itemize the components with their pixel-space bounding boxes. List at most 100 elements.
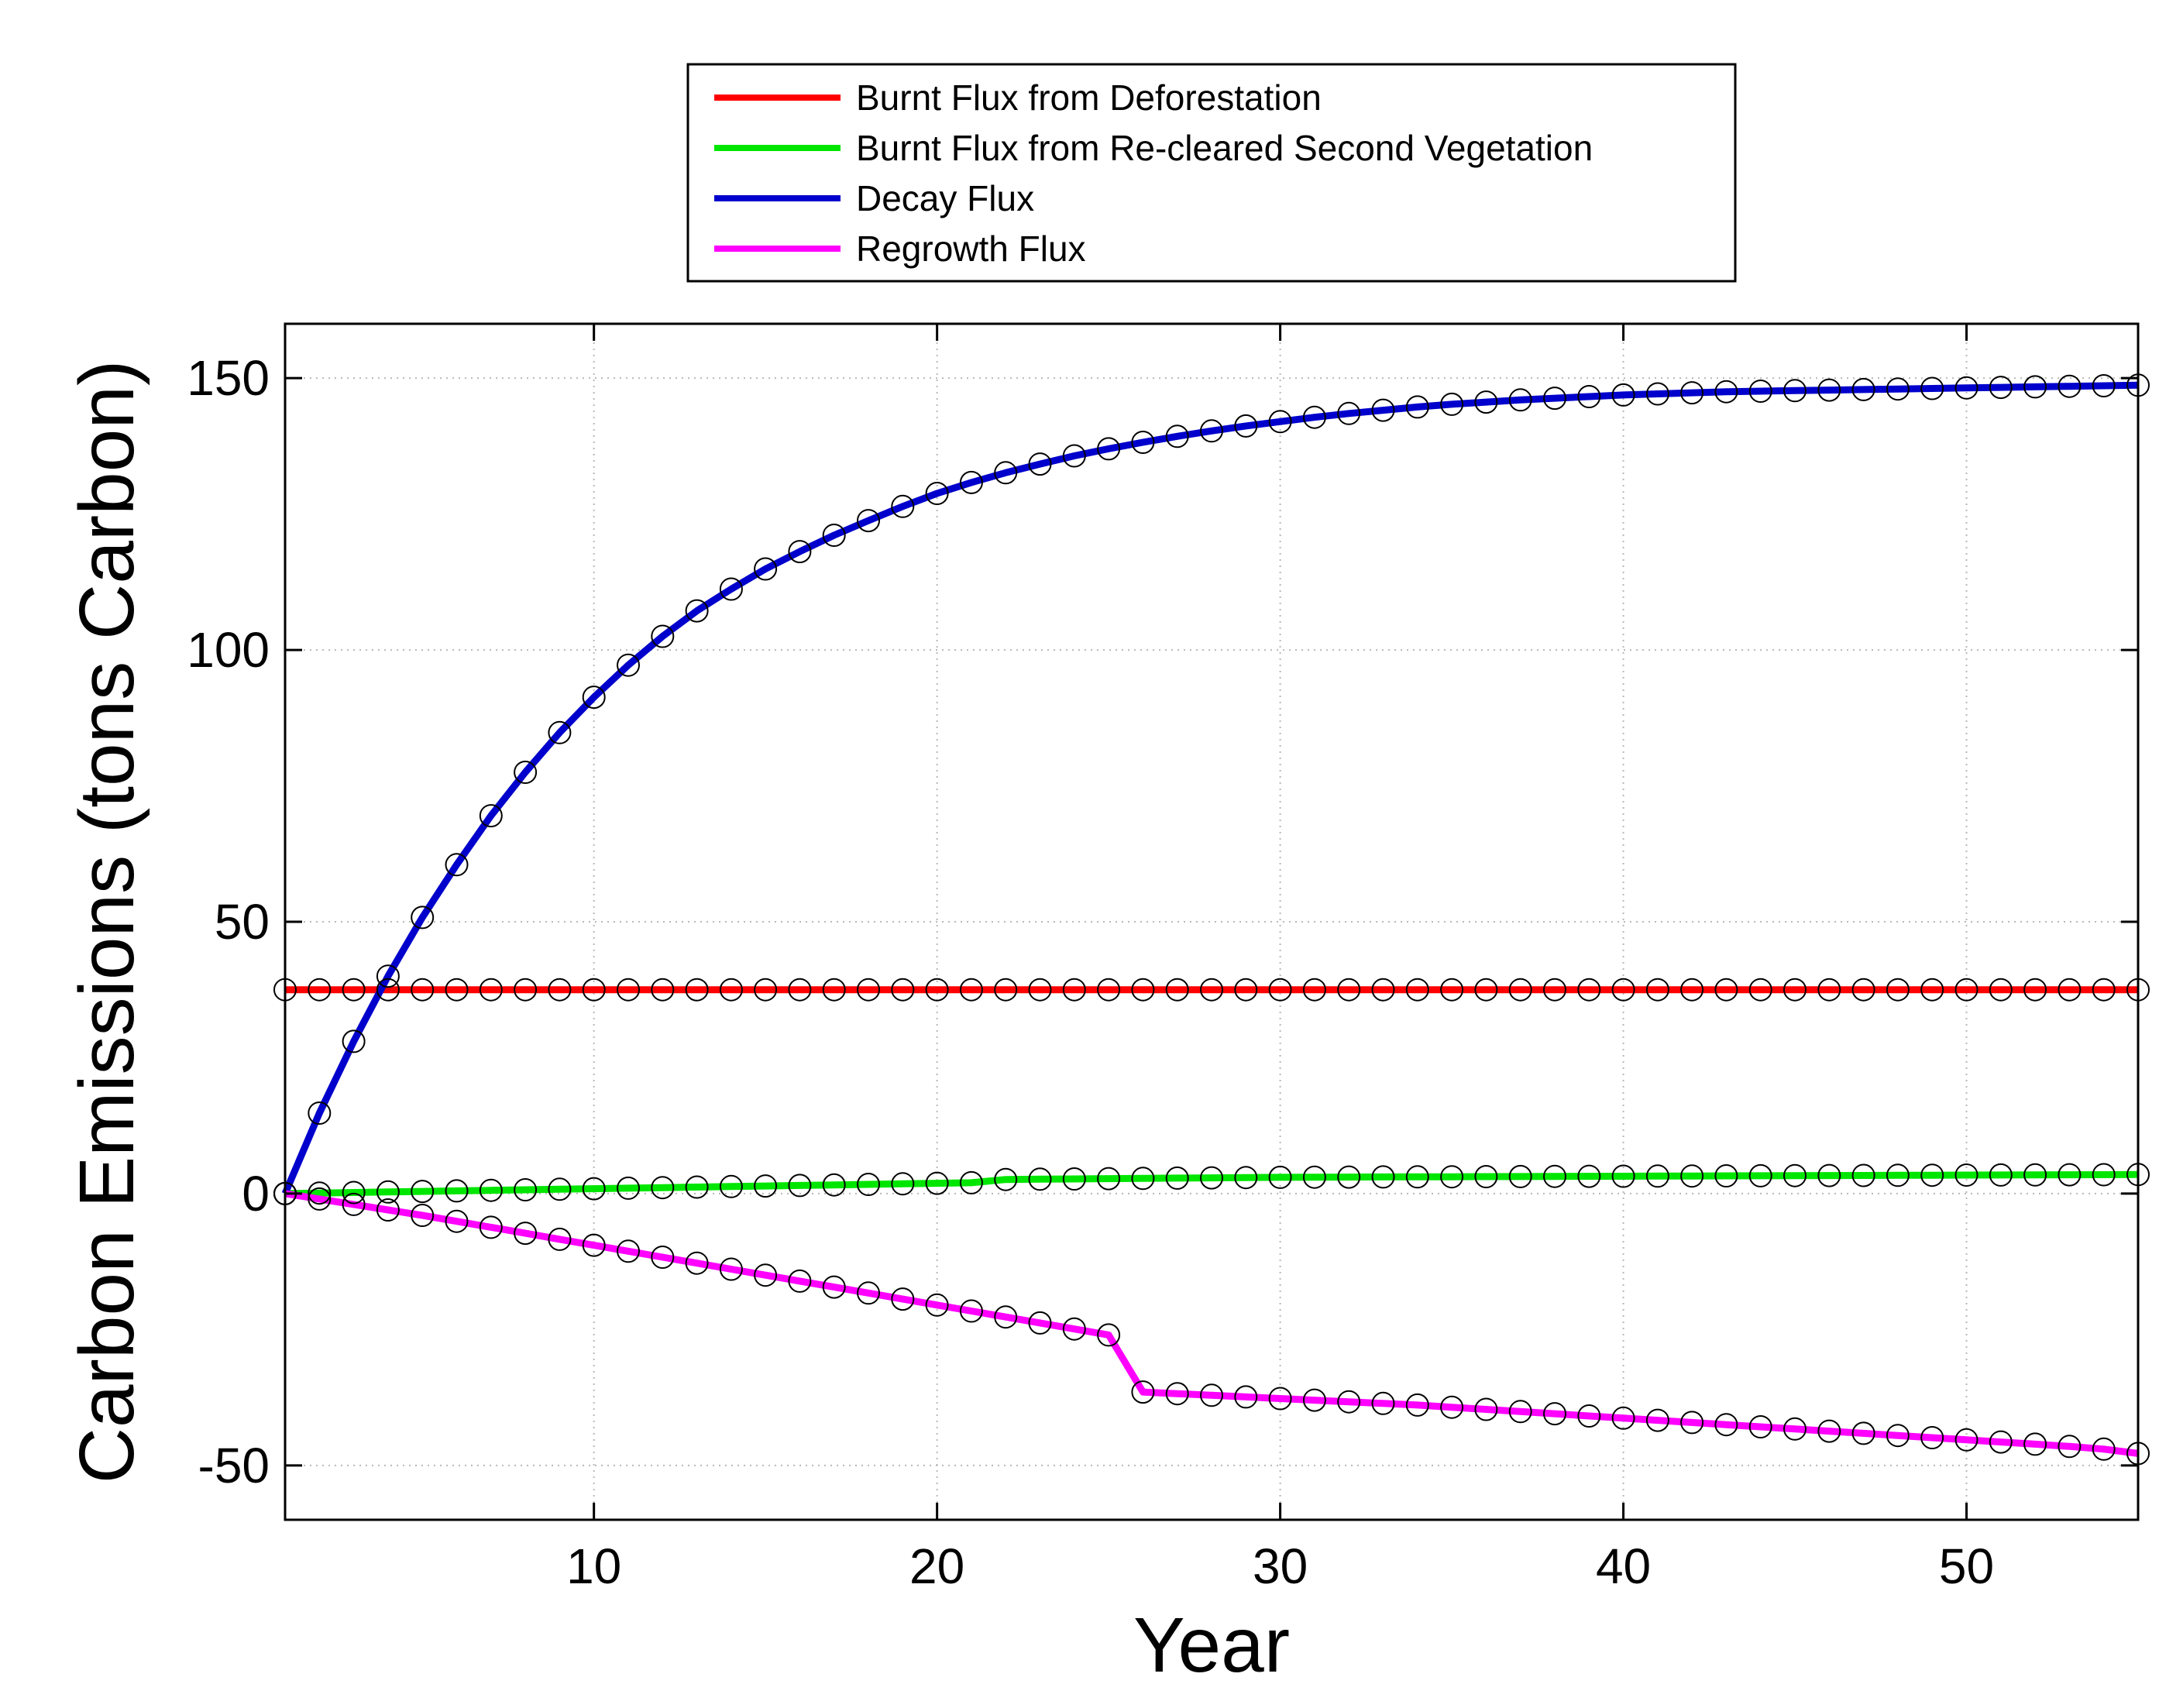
data-point-marker xyxy=(548,978,572,1002)
data-point-marker xyxy=(1234,978,1258,1002)
data-point-marker xyxy=(1886,978,1910,1002)
data-point-marker xyxy=(2058,1435,2082,1459)
data-point-marker xyxy=(445,978,469,1002)
data-point-marker xyxy=(2092,374,2116,397)
data-point-marker xyxy=(308,1101,332,1125)
data-point-marker xyxy=(376,1180,400,1204)
data-point-marker xyxy=(994,1167,1018,1191)
data-point-marker xyxy=(1268,1165,1292,1189)
data-point-marker xyxy=(1131,978,1155,1002)
data-point-marker xyxy=(1508,1400,1532,1424)
data-point-marker xyxy=(1234,1166,1258,1190)
y-tick-label: 150 xyxy=(187,350,270,406)
data-point-marker xyxy=(1440,392,1464,416)
y-axis-title: Carbon Emissions (tons Carbon) xyxy=(64,360,150,1484)
data-point-marker xyxy=(857,978,880,1002)
data-point-marker xyxy=(617,1239,640,1263)
y-tick-label: -50 xyxy=(198,1438,270,1493)
data-point-marker xyxy=(1543,1402,1566,1426)
data-point-marker xyxy=(1028,1311,1052,1335)
series-line-decay xyxy=(281,381,2139,1195)
data-point-marker xyxy=(308,978,332,1002)
data-point-marker xyxy=(1302,1165,1326,1189)
data-point-marker xyxy=(2058,374,2082,398)
data-point-marker xyxy=(1783,379,1807,403)
data-point-marker xyxy=(1062,444,1086,468)
data-point-marker xyxy=(1302,405,1326,429)
data-point-marker xyxy=(1989,1430,2013,1454)
data-point-marker xyxy=(1543,387,1566,411)
data-point-marker xyxy=(1474,1397,1498,1421)
y-tick-label: 100 xyxy=(187,622,270,678)
data-point-marker xyxy=(1920,376,1944,400)
data-point-marker xyxy=(1440,1165,1464,1189)
data-point-marker xyxy=(342,978,366,1002)
data-point-marker xyxy=(925,1171,949,1195)
x-tick-label: 30 xyxy=(1253,1538,1308,1594)
data-point-marker xyxy=(445,853,469,877)
data-point-marker xyxy=(1131,1167,1155,1191)
data-point-marker xyxy=(582,1177,606,1201)
data-point-marker xyxy=(1954,978,1979,1002)
tick-layer: 10 20 30 40 50 -50 0 50 100 150 xyxy=(187,324,2138,1594)
data-point-marker xyxy=(479,978,503,1002)
data-point-marker xyxy=(1062,1167,1086,1191)
data-point-marker xyxy=(754,557,778,581)
data-point-marker xyxy=(2023,1432,2047,1456)
data-point-marker xyxy=(685,1175,709,1199)
data-point-marker xyxy=(651,978,675,1002)
data-point-marker xyxy=(445,1179,469,1203)
data-point-marker xyxy=(582,1233,606,1257)
data-point-marker xyxy=(1748,1163,1772,1187)
data-point-marker xyxy=(1851,377,1875,401)
data-point-marker xyxy=(2092,1437,2116,1461)
y-tick-label: 50 xyxy=(215,894,270,950)
data-point-marker xyxy=(1508,388,1532,412)
data-point-marker xyxy=(651,1176,675,1200)
data-point-marker xyxy=(857,509,880,533)
data-point-marker xyxy=(1234,1385,1258,1409)
data-point-marker xyxy=(1405,1393,1429,1417)
data-point-marker xyxy=(514,978,538,1002)
data-point-marker xyxy=(479,1178,503,1202)
data-point-marker xyxy=(514,1178,538,1201)
data-point-marker xyxy=(1543,1164,1566,1188)
data-point-marker xyxy=(479,1215,503,1239)
data-point-marker xyxy=(342,1180,366,1205)
data-point-marker xyxy=(925,1293,949,1317)
data-point-marker xyxy=(1028,452,1052,476)
data-point-marker xyxy=(1680,1164,1704,1188)
data-point-marker xyxy=(959,470,983,494)
data-point-marker xyxy=(1097,1167,1121,1191)
data-point-marker xyxy=(1817,1163,1841,1187)
data-point-marker xyxy=(1131,1380,1155,1404)
data-point-marker xyxy=(994,1305,1018,1329)
legend-label-recleared: Burnt Flux from Re-cleared Second Vegeta… xyxy=(856,128,1593,168)
data-point-marker xyxy=(754,1263,778,1287)
data-point-marker xyxy=(1097,1323,1121,1347)
data-point-marker xyxy=(788,1174,812,1198)
data-point-marker xyxy=(1611,978,1635,1002)
data-point-marker xyxy=(788,978,812,1002)
data-point-marker xyxy=(651,624,675,648)
data-point-marker xyxy=(788,1269,812,1293)
data-point-marker xyxy=(685,978,709,1002)
data-point-marker xyxy=(514,761,538,784)
data-point-marker xyxy=(479,804,503,828)
data-point-marker xyxy=(891,1172,915,1196)
data-point-marker xyxy=(1783,1417,1807,1441)
data-point-marker xyxy=(959,1299,983,1323)
data-point-marker xyxy=(1337,1390,1361,1414)
data-point-marker xyxy=(1783,1163,1807,1187)
data-point-marker xyxy=(1337,978,1361,1002)
data-point-marker xyxy=(548,720,572,744)
data-point-marker xyxy=(548,1227,572,1251)
data-point-marker xyxy=(1645,1164,1669,1188)
data-point-marker xyxy=(2058,1163,2082,1187)
data-point-marker xyxy=(719,1257,743,1281)
data-point-marker xyxy=(1165,1382,1189,1406)
data-point-marker xyxy=(1062,1317,1086,1341)
data-point-marker xyxy=(891,494,915,518)
data-point-marker xyxy=(1474,978,1498,1002)
data-point-marker xyxy=(1886,377,1910,401)
